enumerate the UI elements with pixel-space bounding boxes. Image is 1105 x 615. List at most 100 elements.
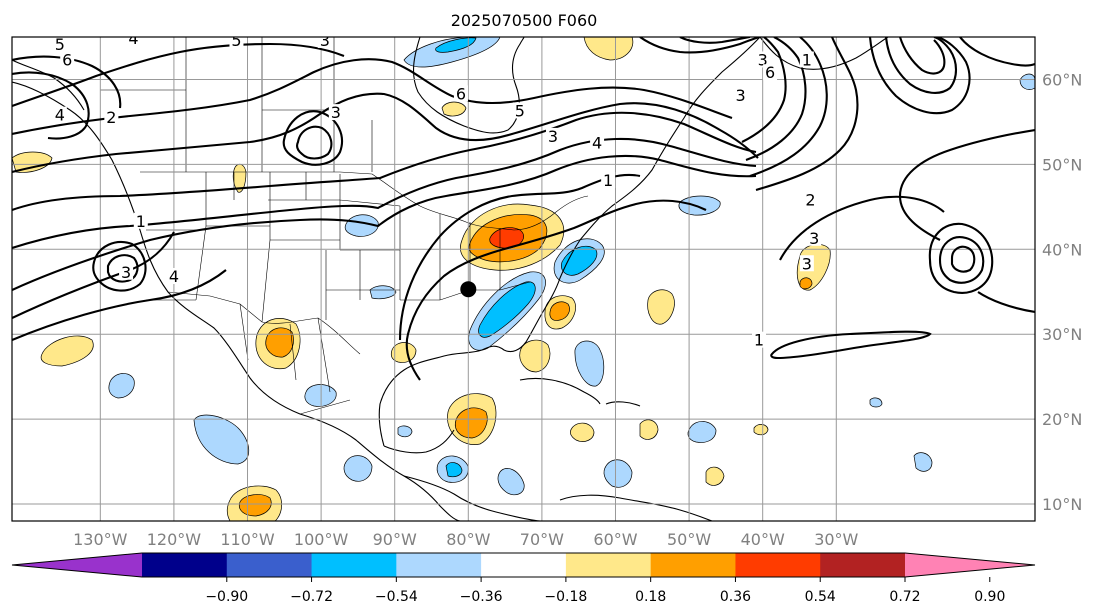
south-america-coast <box>559 494 713 521</box>
colorbar-tick-label: −0.72 <box>290 589 333 605</box>
colorbar-extend-high <box>905 553 1035 577</box>
shade-positive-region <box>753 424 769 436</box>
anomaly-shading <box>12 37 1035 521</box>
contour-line <box>755 37 859 192</box>
contour-label-bg <box>229 37 244 48</box>
contour-line <box>741 37 787 143</box>
contour-line <box>12 154 757 291</box>
shade-negative-region <box>603 459 633 488</box>
location-marker <box>460 281 477 298</box>
contour-label: 6 <box>765 63 775 82</box>
contour-label: 6 <box>456 84 466 103</box>
colorbar-segment <box>735 553 821 577</box>
contour-label-bg <box>126 37 141 47</box>
lat-tick-label: 60°N <box>1042 70 1082 89</box>
us-mexico-border <box>167 291 361 355</box>
contour-line <box>884 37 958 94</box>
contour-label: 2 <box>106 108 116 127</box>
shade-negative-region <box>403 37 501 68</box>
colorbar-tick-label: 0.18 <box>635 589 666 605</box>
contour-line <box>639 37 761 54</box>
contour-line <box>282 110 343 166</box>
contour-line <box>405 199 707 381</box>
shade-negative-region <box>1019 73 1035 90</box>
gulf-coast <box>383 429 455 454</box>
colorbar-extend-low <box>12 553 142 577</box>
contour-line <box>938 236 985 284</box>
hudson-bay <box>412 37 525 134</box>
lon-tick-label: 50°W <box>667 530 711 549</box>
contour-line <box>12 111 757 211</box>
shade-negative-region <box>687 421 717 443</box>
alaska-coast <box>12 59 85 111</box>
contour-line <box>898 37 946 75</box>
lat-tick-label: 30°N <box>1042 325 1082 344</box>
contour-label: 3 <box>320 31 330 50</box>
north-america-east-coast <box>378 37 761 447</box>
lon-tick-label: 70°W <box>520 530 564 549</box>
colorbar-segment <box>481 553 567 577</box>
contour-label-bg <box>763 64 778 81</box>
colorbar-tick-label: −0.18 <box>544 589 587 605</box>
colorbar-segment <box>650 553 736 577</box>
cuba <box>519 377 601 405</box>
contour-label-bg <box>52 106 67 123</box>
colorbar-segment <box>820 553 906 577</box>
contour-line <box>296 125 333 160</box>
contour-line <box>12 55 122 109</box>
shade-negative-region <box>497 468 525 496</box>
contour-line <box>868 37 971 115</box>
shade-negative-region <box>193 414 250 465</box>
lon-tick-label: 60°W <box>593 530 637 549</box>
contour-label: 6 <box>62 50 72 69</box>
contour-label: 3 <box>121 263 131 282</box>
lat-tick-label: 10°N <box>1042 495 1082 514</box>
colorbar-tick-label: 0.90 <box>974 589 1005 605</box>
contour-label-bg <box>733 87 748 104</box>
state-lines <box>146 172 531 323</box>
lon-tick-label: 80°W <box>446 530 490 549</box>
contour-label-bg <box>317 37 332 48</box>
shade-positive-region <box>647 289 675 325</box>
colorbar-segment <box>142 553 228 577</box>
contour-label: 4 <box>55 106 65 125</box>
contour-line <box>679 37 751 44</box>
contour-label: 1 <box>136 212 146 231</box>
shade-negative-region <box>869 397 883 408</box>
colorbar-segment <box>311 553 397 577</box>
mexico-states <box>239 303 351 415</box>
contour-line <box>977 291 1035 314</box>
colorbar <box>11 552 1036 578</box>
us-canada-border <box>140 171 589 231</box>
shade-negative-region <box>108 373 135 399</box>
contour-line <box>398 173 641 341</box>
colorbar-segment <box>396 553 482 577</box>
lat-tick-label: 20°N <box>1042 410 1082 429</box>
lon-tick-label: 110°W <box>220 530 275 549</box>
contour-label: 3 <box>809 229 819 248</box>
shade-negative-region <box>561 245 598 276</box>
lon-tick-label: 130°W <box>73 530 128 549</box>
greenland <box>759 37 889 70</box>
colorbar-tick-label: 0.36 <box>720 589 751 605</box>
contour-label-bg <box>52 37 67 53</box>
shade-positive-region <box>265 327 294 358</box>
contour-label-bg <box>590 134 605 151</box>
coastlines <box>12 37 889 521</box>
contour-label: 3 <box>331 103 341 122</box>
shade-negative-region <box>369 285 397 300</box>
contour-line <box>950 245 976 273</box>
contour-label: 5 <box>515 101 525 120</box>
shade-negative-region <box>344 214 379 237</box>
contour-label-bg <box>799 51 814 68</box>
contour-lines <box>12 37 1035 381</box>
colorbar-outline <box>11 552 1036 578</box>
figure-title: 2025070500 F060 <box>451 11 598 30</box>
contour-line <box>12 92 759 174</box>
contour-label-bg <box>133 212 148 229</box>
shade-positive-region <box>799 277 813 290</box>
colorbar-segment <box>565 553 652 577</box>
contour-label: 3 <box>736 86 746 105</box>
